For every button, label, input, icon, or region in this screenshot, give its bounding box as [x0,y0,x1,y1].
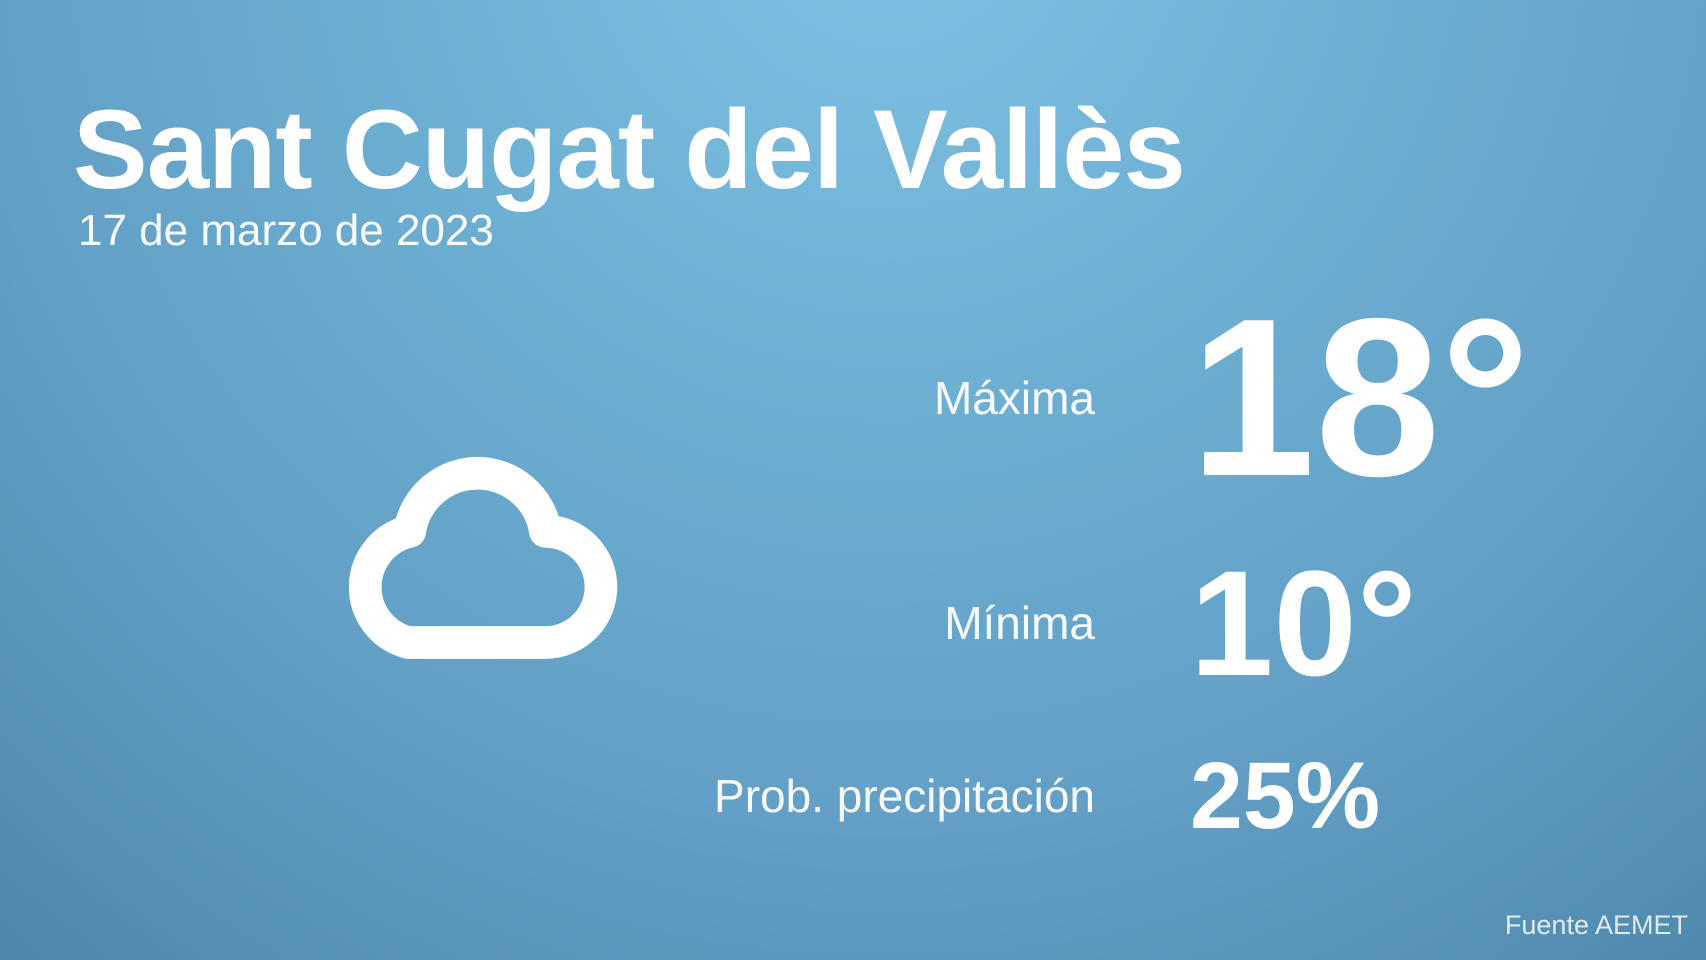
precipitation-row: Prob. precipitación 25% [0,716,1520,876]
forecast-date: 17 de marzo de 2023 [78,206,494,255]
page-title: Sant Cugat del Vallès [73,87,1186,212]
min-temperature-label: Mínima [944,597,1095,649]
precipitation-probability-label: Prob. precipitación [714,770,1095,822]
min-temperature-value: 10° [1190,539,1417,707]
source-attribution: Fuente AEMET [1504,910,1688,940]
max-temperature-value: 18° [1190,271,1531,523]
max-temperature-label: Máxima [933,371,1095,424]
cloud-icon [348,456,618,659]
min-temperature-row: Mínima 10° [0,523,1520,723]
precipitation-probability-value: 25% [1190,742,1381,849]
max-temperature-row: Máxima 18° [0,285,1530,510]
